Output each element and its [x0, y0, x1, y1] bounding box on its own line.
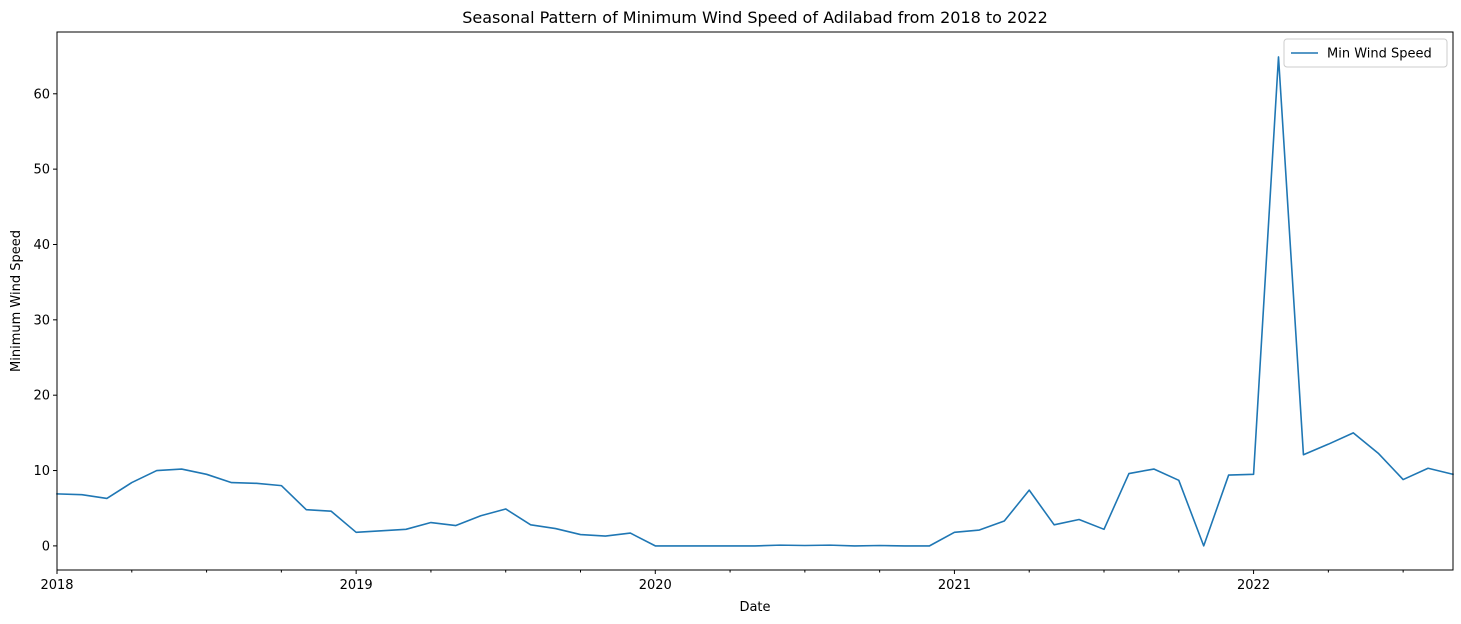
x-axis-label: Date — [739, 600, 770, 615]
y-tick-label: 60 — [33, 87, 50, 102]
legend-label: Min Wind Speed — [1327, 47, 1432, 62]
plot-area — [57, 32, 1453, 570]
x-tick-label: 2021 — [938, 578, 971, 593]
y-axis-label: Minimum Wind Speed — [9, 230, 24, 372]
series-layer — [56, 56, 1454, 547]
y-tick-label: 10 — [33, 464, 50, 479]
plot-frame — [56, 31, 1454, 571]
legend: Min Wind Speed — [1283, 38, 1448, 68]
x-tick-label: 2018 — [40, 578, 73, 593]
chart-title: Seasonal Pattern of Minimum Wind Speed o… — [462, 8, 1048, 27]
x-tick-label: 2020 — [639, 578, 672, 593]
x-tick-label: 2022 — [1237, 578, 1270, 593]
y-tick-label: 30 — [33, 313, 50, 328]
x-axis-ticks: 2018 2019 2020 2021 2022 — [40, 570, 1404, 593]
series-line-0 — [56, 56, 1454, 547]
y-tick-label: 0 — [42, 539, 50, 554]
y-tick-label: 50 — [33, 163, 50, 178]
x-tick-label: 2019 — [340, 578, 373, 593]
y-tick-label: 20 — [33, 389, 50, 404]
y-tick-label: 40 — [33, 238, 50, 253]
y-axis-ticks: 0 10 20 30 40 50 60 — [33, 87, 57, 554]
legend-box — [1283, 38, 1448, 68]
